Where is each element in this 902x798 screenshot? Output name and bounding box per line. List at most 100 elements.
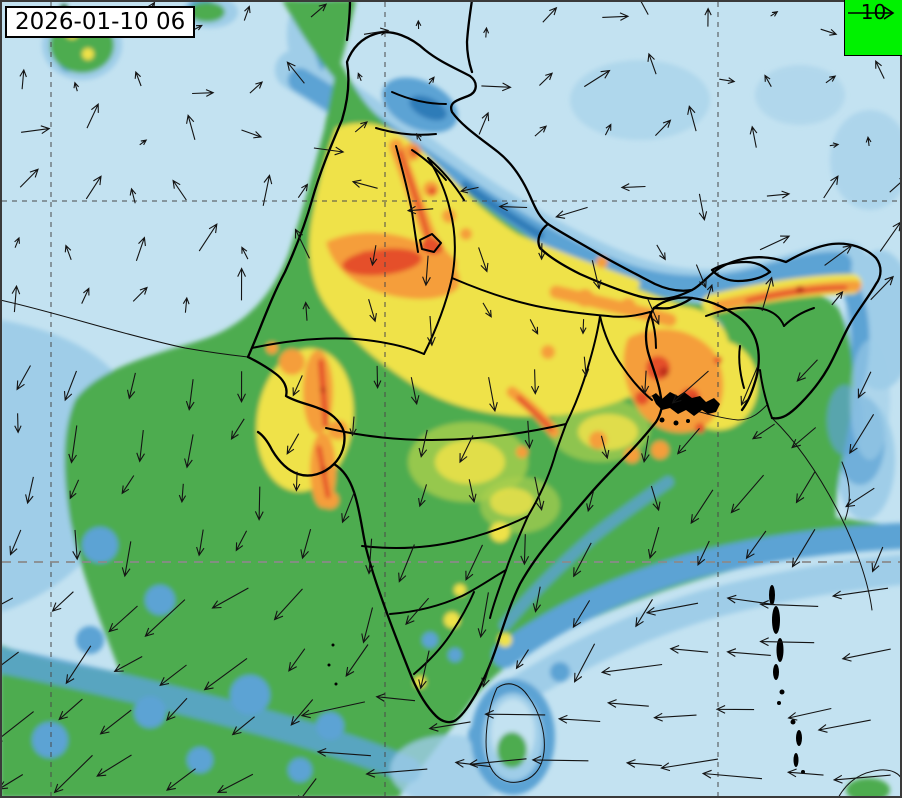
contour-field-shape (454, 584, 466, 596)
contour-field-shape (651, 441, 669, 459)
contour-field-shape (796, 286, 804, 294)
contour-field-shape (505, 555, 902, 705)
contour-field-shape (318, 359, 329, 428)
contour-field-shape (82, 527, 118, 563)
island-shape (331, 643, 335, 647)
border-shape (652, 296, 694, 310)
border-shape (759, 369, 773, 419)
island-shape (773, 664, 779, 680)
border-shape (527, 423, 567, 517)
contour-field-shape (76, 626, 104, 654)
border-shape (375, 127, 437, 136)
contour-field-shape (755, 65, 845, 125)
border-shape (738, 345, 745, 389)
contour-field-shape (846, 778, 890, 798)
contour-field-shape (499, 476, 674, 631)
contour-field-shape (714, 356, 722, 364)
contour-field-shape (578, 414, 638, 450)
contour-field-shape (134, 696, 166, 728)
wind-reference-arrow-icon (848, 6, 895, 20)
island-shape (334, 682, 338, 686)
border-shape (451, 277, 609, 317)
border-shape (465, 0, 474, 74)
island-shape (769, 585, 775, 605)
contour-field-shape (435, 440, 505, 484)
thin-coastline-shape (0, 299, 249, 358)
border-shape (607, 311, 651, 318)
contour-field-shape (497, 732, 527, 768)
contour-field-shape (461, 181, 544, 239)
island-shape (659, 417, 665, 423)
contour-field-shape (541, 345, 555, 359)
contour-field-shape (0, 647, 421, 783)
island-shape (790, 719, 796, 725)
border-shape (361, 515, 529, 549)
contour-field-shape (444, 612, 460, 628)
thin-coastline-shape (841, 461, 850, 521)
island-shape (777, 701, 781, 705)
contour-field-shape (576, 289, 594, 307)
contour-field-shape (659, 367, 669, 377)
contour-field-shape (279, 349, 305, 375)
contour-field-shape (516, 446, 528, 458)
contour-field-shape (32, 722, 68, 758)
contour-field-shape (448, 648, 462, 662)
border-shape (649, 311, 657, 349)
contour-field-shape (359, 251, 373, 265)
contour-field-shape (460, 228, 472, 240)
border-shape (325, 423, 567, 441)
border-shape (391, 91, 447, 105)
contour-field-shape (635, 391, 649, 405)
border-shape (411, 149, 447, 181)
contour-field-shape (549, 285, 677, 327)
border-shape (537, 222, 694, 301)
contour-field-shape (397, 149, 431, 239)
contour-field-shape (145, 585, 175, 615)
thin-coastline-shape (485, 683, 545, 783)
island-shape (673, 420, 679, 426)
contour-field-shape (490, 488, 534, 516)
contour-field-shape (624, 447, 640, 463)
contour-field-shape (230, 675, 270, 715)
timestamp-box: 2026-01-10 06 (5, 6, 196, 38)
contour-field-shape (550, 662, 570, 682)
island-shape (327, 663, 331, 667)
border-shape (783, 307, 815, 327)
border-shape (389, 569, 507, 615)
border-shape (345, 0, 352, 42)
island-shape (796, 730, 802, 746)
contour-field-shape (428, 187, 436, 195)
contour-field-shape (320, 387, 326, 393)
legend-value: 10 (860, 0, 887, 24)
contour-field-shape (282, 0, 356, 80)
border-shape (652, 296, 760, 412)
border-shape (710, 260, 772, 283)
island-shape (779, 689, 785, 695)
border-shape (565, 315, 601, 425)
contour-field-shape (442, 209, 456, 223)
thin-coastline-shape (837, 769, 902, 798)
border-shape (705, 306, 785, 327)
contour-field-shape (189, 2, 225, 22)
contour-field-shape (422, 632, 438, 648)
contour-field-shape (620, 298, 636, 314)
contour-field-shape (187, 747, 213, 773)
contour-field-shape (495, 227, 640, 289)
island-shape (772, 606, 780, 634)
contour-field-shape (82, 48, 94, 60)
contour-field-shape (589, 431, 607, 449)
border-shape (423, 157, 456, 355)
island-shape (793, 753, 799, 767)
contour-field-shape (316, 712, 344, 740)
contour-field-shape (498, 633, 512, 647)
contour-field-shape (830, 110, 902, 210)
contour-field-shape (288, 758, 312, 782)
border-shape (246, 31, 882, 420)
island-shape (686, 419, 690, 423)
border-shape (599, 315, 653, 401)
contour-field-shape (850, 340, 890, 460)
